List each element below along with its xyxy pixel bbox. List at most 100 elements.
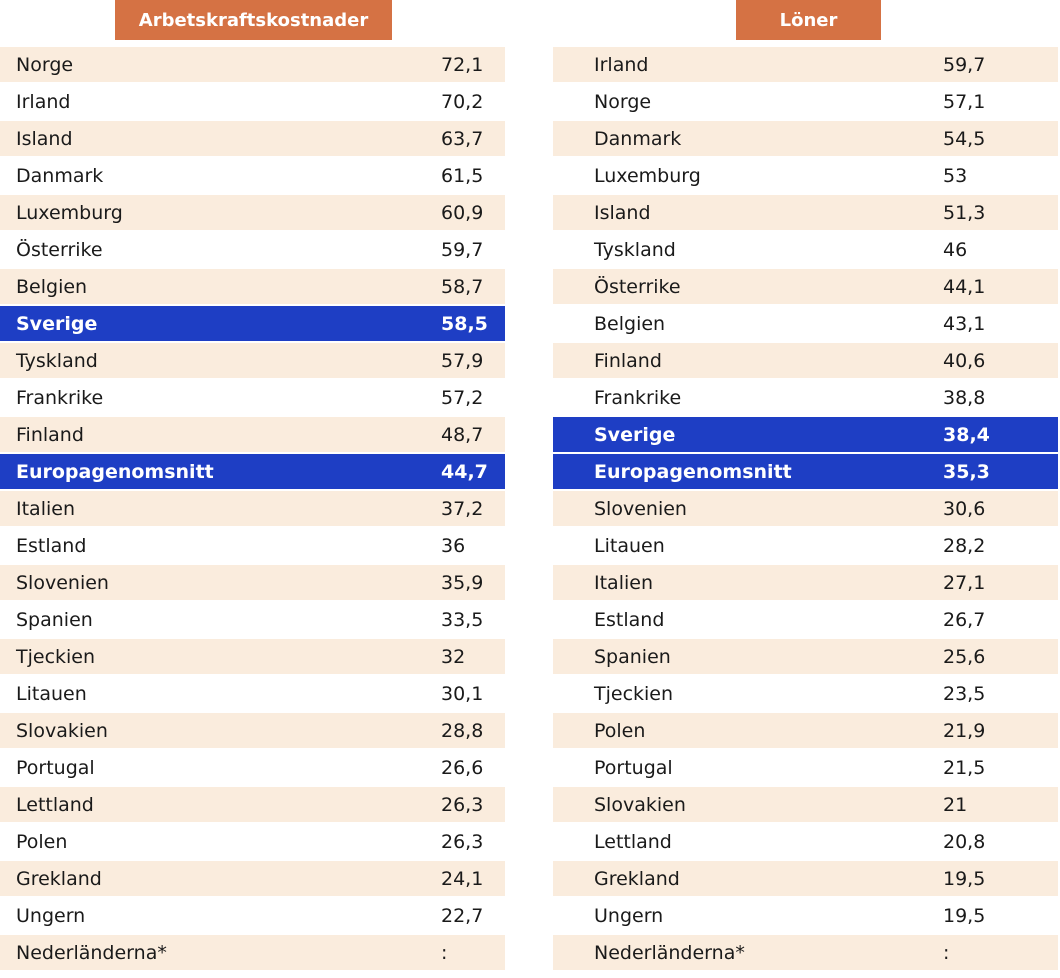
country-name: Lettland (594, 830, 672, 853)
value-cell: 20,8 (943, 830, 986, 853)
table-row: Slovakien 28,8 (0, 713, 505, 748)
value-cell: 57,1 (943, 90, 986, 113)
value-cell: 30,1 (441, 682, 484, 705)
table-row: Belgien 43,1 (553, 306, 1058, 341)
country-name: Belgien (16, 275, 88, 298)
table-row: Sverige 58,5 (0, 306, 505, 341)
country-name: Luxemburg (16, 201, 123, 224)
table-row: Luxemburg 60,9 (0, 195, 505, 230)
value-cell: 53 (943, 164, 968, 187)
table-row: Norge 72,1 (0, 47, 505, 82)
table-row: Tjeckien 32 (0, 639, 505, 674)
table-row: Italien 37,2 (0, 491, 505, 526)
value-cell: 22,7 (441, 904, 484, 927)
country-name: Ungern (594, 904, 664, 927)
value-cell: 44,1 (943, 275, 986, 298)
value-cell: 23,5 (943, 682, 986, 705)
country-name: Island (594, 201, 651, 224)
table-row: Estland 26,7 (553, 602, 1058, 637)
country-name: Tyskland (594, 238, 676, 261)
table-row: Ungern 19,5 (553, 898, 1058, 933)
value-cell: 72,1 (441, 53, 484, 76)
country-name: Luxemburg (594, 164, 701, 187)
country-name: Nederländerna* (16, 941, 167, 964)
table-row: Island 51,3 (553, 195, 1058, 230)
value-cell: 54,5 (943, 127, 986, 150)
table-row: Tyskland 57,9 (0, 343, 505, 378)
value-cell: 43,1 (943, 312, 986, 335)
table-row: Österrike 44,1 (553, 269, 1058, 304)
value-cell: 51,3 (943, 201, 986, 224)
country-name: Irland (16, 90, 71, 113)
table-row: Irland 70,2 (0, 84, 505, 119)
header-loner: Löner (736, 0, 881, 40)
country-name: Europagenomsnitt (16, 460, 214, 483)
country-name: Italien (16, 497, 75, 520)
table-row: Luxemburg 53 (553, 158, 1058, 193)
value-cell: 33,5 (441, 608, 484, 631)
country-name: Finland (16, 423, 84, 446)
table-row: Danmark 61,5 (0, 158, 505, 193)
value-cell: 36 (441, 534, 466, 557)
country-name: Belgien (594, 312, 666, 335)
country-name: Slovenien (594, 497, 687, 520)
value-cell: 44,7 (441, 460, 488, 483)
country-name: Sverige (594, 423, 676, 446)
country-name: Tjeckien (16, 645, 96, 668)
country-name: Polen (594, 719, 646, 742)
country-name: Estland (594, 608, 665, 631)
value-cell: 19,5 (943, 867, 986, 890)
value-cell: 21,9 (943, 719, 986, 742)
value-cell: 27,1 (943, 571, 986, 594)
table-row: Nederländerna*: (553, 935, 1058, 970)
table-row: Grekland 19,5 (553, 861, 1058, 896)
country-name: Island (16, 127, 73, 150)
table-row: Portugal 21,5 (553, 750, 1058, 785)
value-cell: 40,6 (943, 349, 986, 372)
country-name: Tjeckien (594, 682, 674, 705)
table-row: Lettland 20,8 (553, 824, 1058, 859)
country-name: Finland (594, 349, 662, 372)
value-cell: 28,8 (441, 719, 484, 742)
table-row: Spanien 25,6 (553, 639, 1058, 674)
table-row: Grekland 24,1 (0, 861, 505, 896)
table-loner: Irland 59,7 Norge 57,1 Danmark 54,5 Luxemburg 5… (553, 47, 1058, 972)
country-name: Slovakien (594, 793, 686, 816)
country-name: Spanien (594, 645, 671, 668)
country-name: Slovenien (16, 571, 109, 594)
header-arbetskraftskostnader: Arbetskraftskostnader (115, 0, 392, 40)
table-row: Tyskland 46 (553, 232, 1058, 267)
country-name: Österrike (594, 275, 681, 298)
value-cell: 57,9 (441, 349, 484, 372)
country-name: Grekland (16, 867, 102, 890)
country-name: Irland (594, 53, 649, 76)
value-cell: 38,8 (943, 386, 986, 409)
table-row: Ungern 22,7 (0, 898, 505, 933)
table-row: Europagenomsnitt 44,7 (0, 454, 505, 489)
table-row: Irland 59,7 (553, 47, 1058, 82)
country-name: Tyskland (16, 349, 98, 372)
country-name: Portugal (16, 756, 95, 779)
table-row: Italien 27,1 (553, 565, 1058, 600)
table-row: Belgien 58,7 (0, 269, 505, 304)
value-cell: 26,7 (943, 608, 986, 631)
value-cell: 25,6 (943, 645, 986, 668)
value-cell: 28,2 (943, 534, 986, 557)
country-name: Litauen (16, 682, 87, 705)
value-cell: 59,7 (441, 238, 484, 261)
value-cell: 26,6 (441, 756, 484, 779)
table-row: Tjeckien 23,5 (553, 676, 1058, 711)
table-row: Litauen 30,1 (0, 676, 505, 711)
value-cell: 59,7 (943, 53, 986, 76)
table-row: Slovenien 30,6 (553, 491, 1058, 526)
country-name: Nederländerna* (594, 941, 745, 964)
country-name: Grekland (594, 867, 680, 890)
country-name: Ungern (16, 904, 86, 927)
value-cell: 60,9 (441, 201, 484, 224)
value-cell: 37,2 (441, 497, 484, 520)
country-name: Norge (594, 90, 652, 113)
value-cell: 24,1 (441, 867, 484, 890)
table-row: Frankrike 57,2 (0, 380, 505, 415)
value-cell: 58,5 (441, 312, 488, 335)
table-row: Österrike 59,7 (0, 232, 505, 267)
